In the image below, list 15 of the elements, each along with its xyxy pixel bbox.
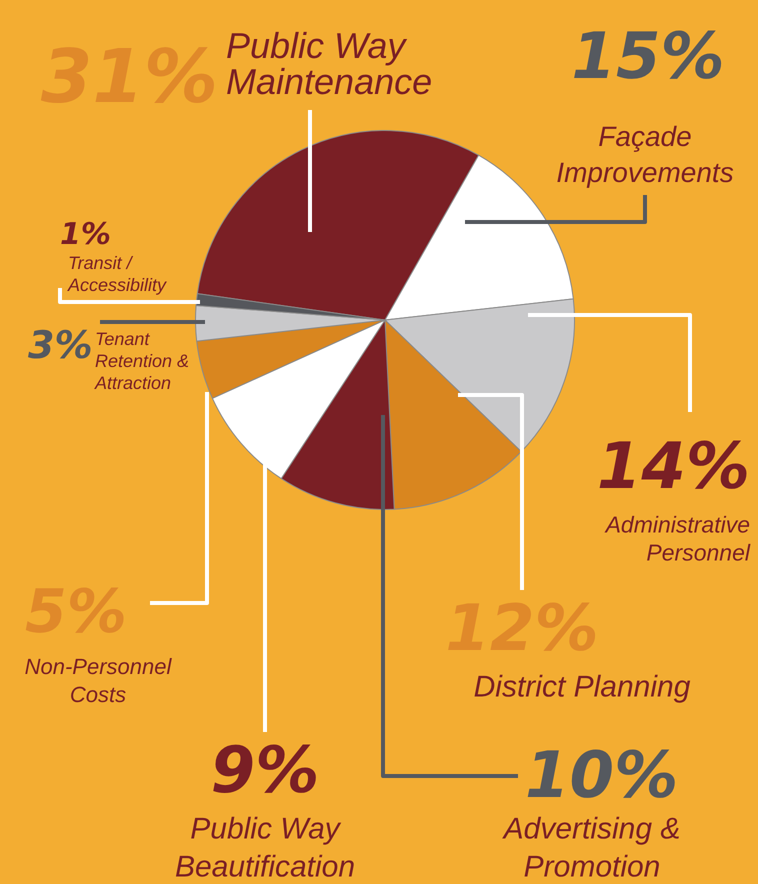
- slice-label: Façade Improvements: [556, 120, 734, 188]
- data-label: 1%: [60, 217, 111, 252]
- slice-label: Tenant Retention & Attraction: [94, 329, 190, 393]
- slice-label: Administrative Personnel: [604, 511, 751, 566]
- data-label: 14%: [596, 430, 750, 504]
- data-label: 15%: [571, 20, 725, 94]
- slice-label: Public Way Beautification: [174, 812, 356, 884]
- slice-label: Transit / Accessibility: [67, 253, 168, 295]
- data-label: 10%: [525, 739, 678, 813]
- slice-label: Advertising & Promotion: [502, 812, 680, 884]
- slice-label: Public Way Maintenance: [226, 25, 432, 102]
- slice-label: Non-Personnel Costs: [24, 654, 172, 708]
- slice-label: District Planning: [474, 670, 691, 704]
- data-label: 3%: [28, 323, 93, 367]
- data-label: 9%: [210, 734, 320, 808]
